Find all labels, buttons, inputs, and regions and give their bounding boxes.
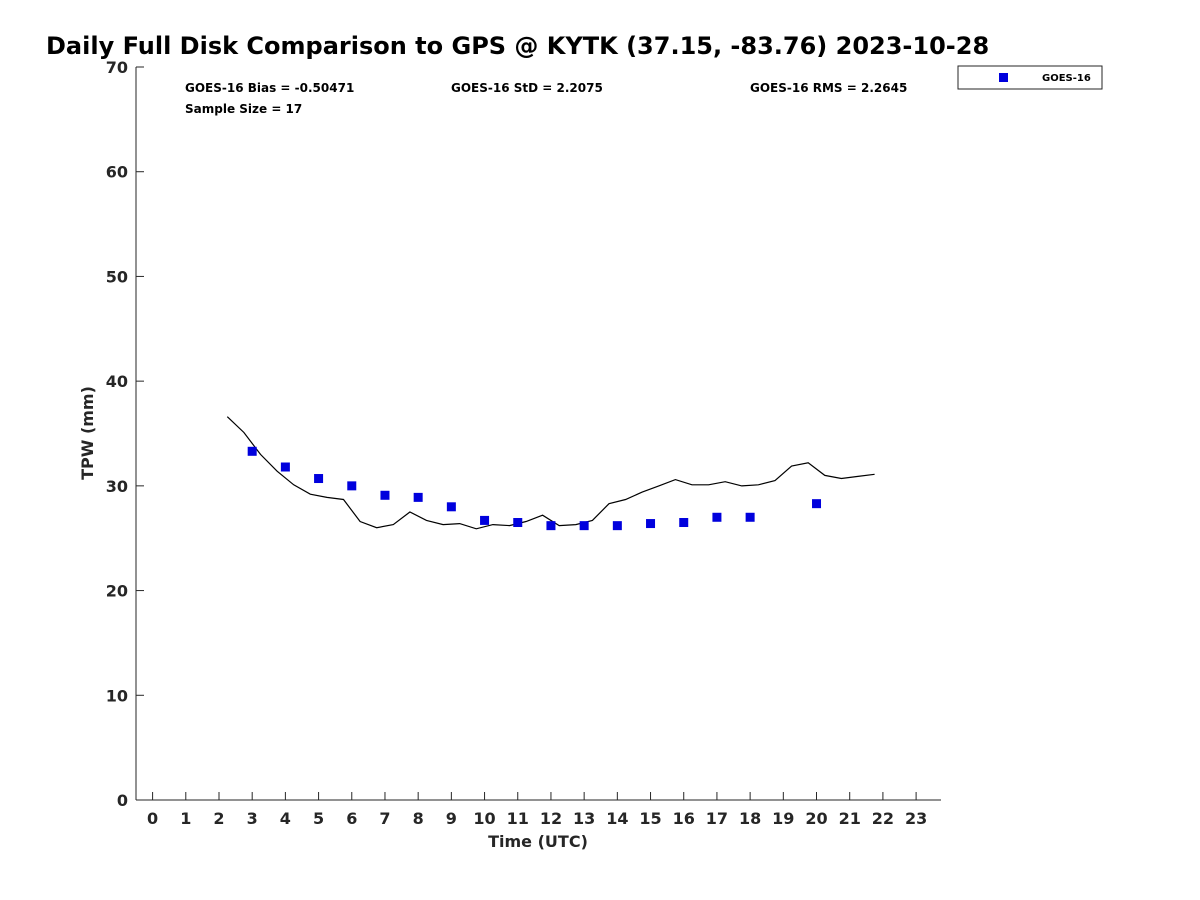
x-tick-label: 16 (673, 809, 695, 828)
y-axis-label: TPW (mm) (78, 386, 97, 480)
y-tick-label: 40 (106, 372, 128, 391)
x-tick-label: 1 (180, 809, 191, 828)
rms-stat: GOES-16 RMS = 2.2645 (750, 81, 907, 95)
plot-area (226, 416, 875, 531)
legend-box (957, 65, 1103, 90)
goes16-data-point (247, 446, 257, 456)
x-tick-label: 20 (805, 809, 827, 828)
y-tick-label: 60 (106, 163, 128, 182)
x-tick-label: 3 (247, 809, 258, 828)
goes16-data-point (280, 462, 290, 472)
axes (135, 67, 941, 801)
goes16-data-point (347, 481, 357, 491)
legend-marker (999, 73, 1008, 82)
goes16-data-point (646, 519, 656, 529)
bias-stat: GOES-16 Bias = -0.50471 (185, 81, 354, 95)
x-tick-label: 17 (706, 809, 728, 828)
goes16-data-point (446, 502, 456, 512)
y-tick-label: 30 (106, 477, 128, 496)
x-tick-label: 8 (413, 809, 424, 828)
x-tick-label: 6 (346, 809, 357, 828)
x-tick-label: 15 (639, 809, 661, 828)
goes16-data-point (546, 521, 556, 531)
goes16-data-point (612, 521, 622, 531)
x-tick-label: 5 (313, 809, 324, 828)
goes16-data-point (679, 518, 689, 528)
x-tick-label: 18 (739, 809, 761, 828)
goes16-data-point (513, 518, 523, 528)
stats-annotations: GOES-16 Bias = -0.50471 GOES-16 StD = 2.… (185, 81, 907, 116)
goes16-data-point (579, 521, 589, 531)
std-stat: GOES-16 StD = 2.2075 (451, 81, 603, 95)
y-tick-label: 10 (106, 686, 128, 705)
x-tick-label: 22 (872, 809, 894, 828)
legend-label: GOES-16 (1042, 73, 1091, 84)
x-tick-label: 4 (280, 809, 291, 828)
y-tick-label: 50 (106, 267, 128, 286)
x-tick-label: 14 (606, 809, 628, 828)
x-tick-label: 9 (446, 809, 457, 828)
x-tick-label: 10 (473, 809, 495, 828)
x-tick-label: 2 (213, 809, 224, 828)
x-tick-label: 12 (540, 809, 562, 828)
x-tick-label: 23 (905, 809, 927, 828)
y-tick-label: 0 (117, 791, 128, 810)
goes16-data-point (812, 499, 822, 509)
x-tick-label: 13 (573, 809, 595, 828)
x-axis-label: Time (UTC) (488, 832, 588, 851)
y-tick-label: 70 (106, 58, 128, 77)
goes16-data-point (745, 512, 755, 522)
y-ticks: 0 10 20 30 40 50 60 70 (106, 58, 144, 810)
sample-size-stat: Sample Size = 17 (185, 102, 302, 116)
goes16-data-point (314, 474, 324, 484)
x-tick-label: 11 (507, 809, 529, 828)
x-ticks: 0 1 2 3 4 5 6 7 8 9 10 11 12 13 14 15 16 17 18 19 20 21 22 23 (147, 792, 927, 828)
goes16-data-point (380, 490, 390, 500)
gps-series-line (226, 416, 875, 530)
goes16-data-point (712, 512, 722, 522)
x-tick-label: 0 (147, 809, 158, 828)
x-tick-label: 21 (839, 809, 861, 828)
goes16-data-point (413, 492, 423, 502)
legend: GOES-16 (957, 65, 1103, 90)
goes16-data-point (480, 515, 490, 525)
x-tick-label: 19 (772, 809, 794, 828)
x-tick-label: 7 (379, 809, 390, 828)
chart-title: Daily Full Disk Comparison to GPS @ KYTK… (46, 32, 989, 60)
y-tick-label: 20 (106, 582, 128, 601)
